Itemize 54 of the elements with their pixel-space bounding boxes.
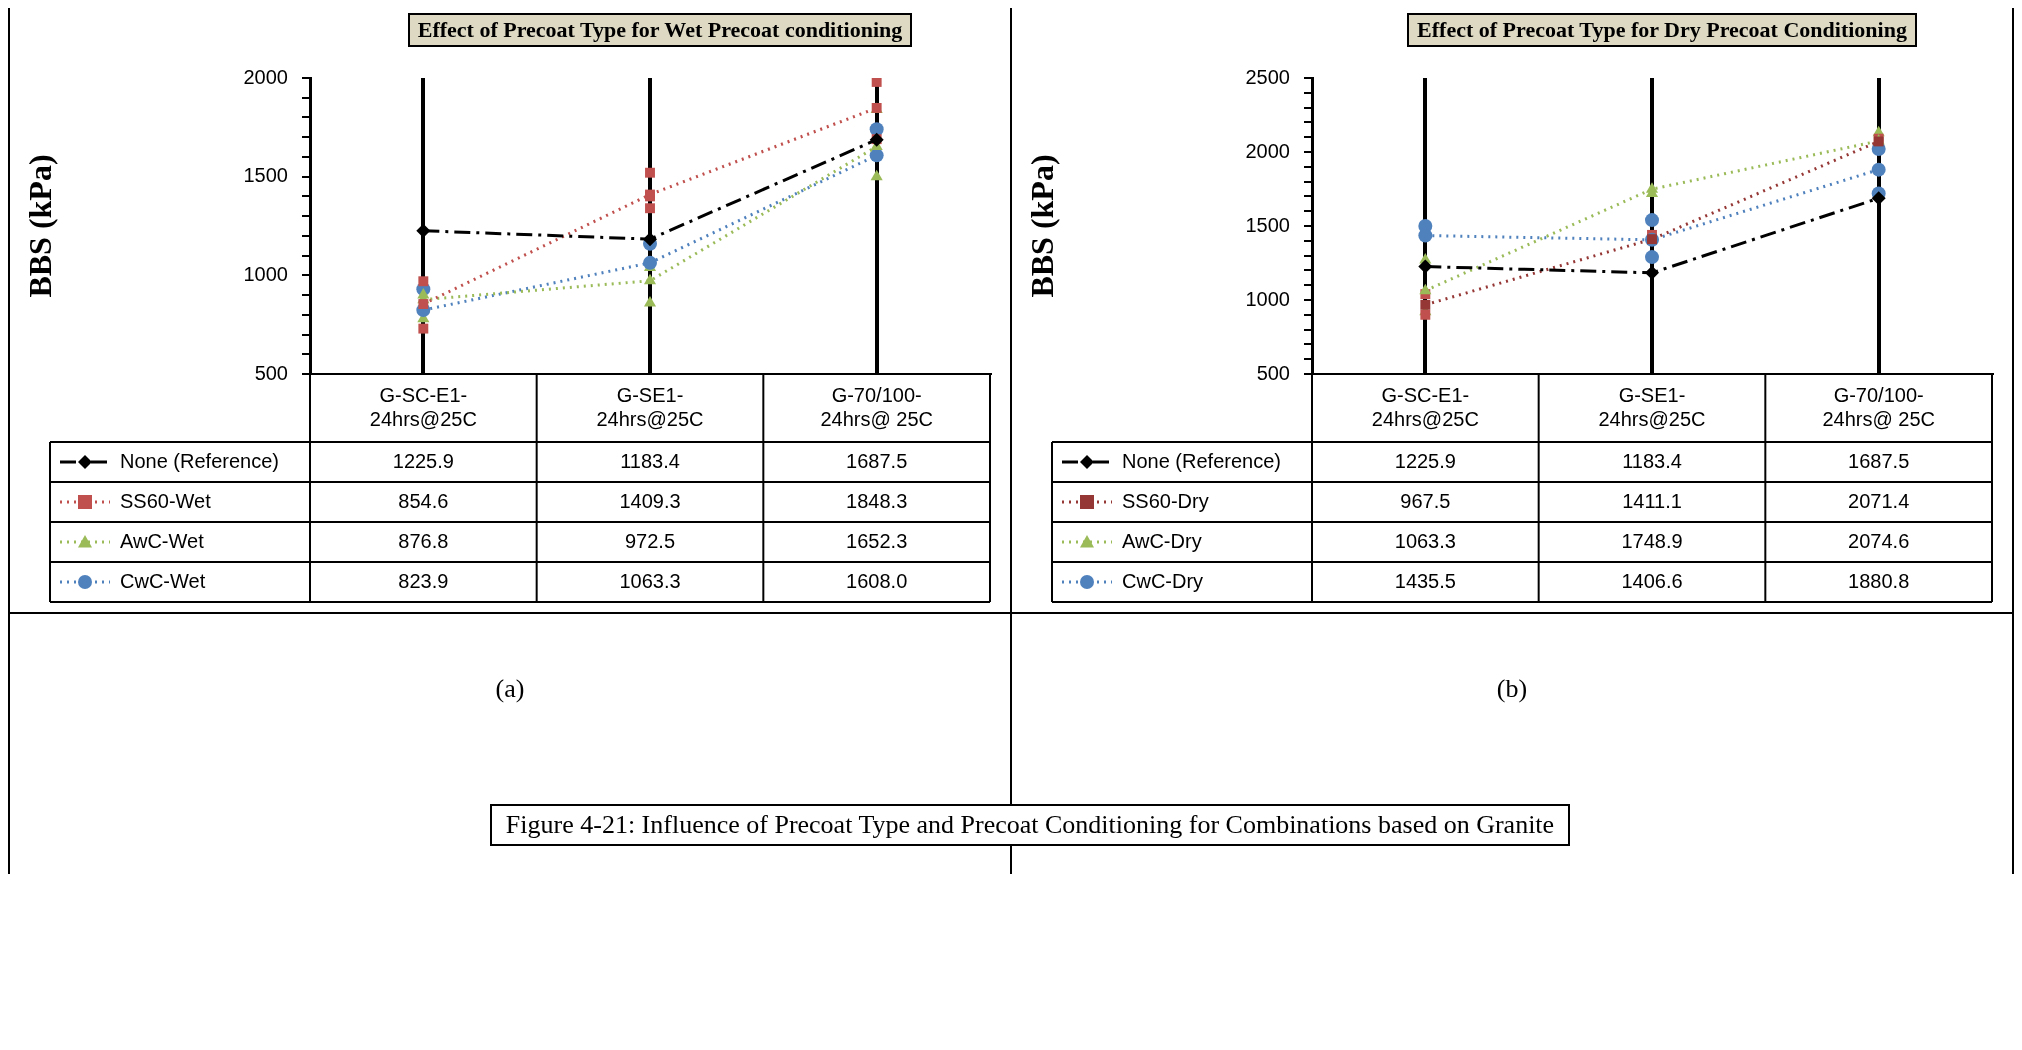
data-label: 1608.0	[846, 569, 908, 592]
legend-label: None (Reference)	[1122, 449, 1281, 472]
data-label: 1225.9	[1394, 449, 1456, 472]
y-tick-label: 2000	[1245, 139, 1290, 162]
data-label: 1435.5	[1394, 569, 1456, 592]
data-label: 1183.4	[620, 449, 680, 472]
data-label: 967.5	[1400, 489, 1451, 512]
legend-label: SS60-Wet	[120, 489, 212, 512]
data-label: 1880.8	[1848, 569, 1910, 592]
legend-label: CwC-Wet	[120, 569, 206, 592]
y-tick-label: 2500	[1245, 65, 1290, 88]
x-tick-label: G-SE1-24hrs@25C	[1598, 383, 1706, 430]
legend-label: CwC-Dry	[1122, 569, 1204, 592]
data-label: 1848.3	[846, 489, 908, 512]
x-tick-label: G-SC-E1-24hrs@25C	[1371, 383, 1479, 430]
y-tick-label: 1000	[1245, 287, 1290, 310]
legend-label: None (Reference)	[120, 449, 279, 472]
y-tick-label: 1500	[243, 164, 288, 187]
data-label: 2071.4	[1848, 489, 1910, 512]
data-label: 2074.6	[1848, 529, 1910, 552]
data-label: 972.5	[624, 529, 676, 552]
legend-label: AwC-Wet	[120, 529, 205, 552]
data-label: 854.6	[398, 489, 449, 512]
y-tick-label: 1500	[1245, 213, 1290, 236]
data-label: 1687.5	[1848, 449, 1910, 472]
x-tick-label: G-70/100-24hrs@ 25C	[1822, 383, 1935, 430]
data-label: 1406.6	[1621, 569, 1683, 592]
data-label: 1183.4	[1622, 449, 1682, 472]
chart-title: Effect of Precoat Type for Dry Precoat Conditioning	[1407, 13, 1917, 47]
x-tick-label: G-SE1-24hrs@25C	[596, 383, 704, 430]
x-tick-label: G-70/100-24hrs@ 25C	[820, 383, 933, 430]
data-label: 1748.9	[1621, 529, 1683, 552]
data-label: 1063.3	[1394, 529, 1456, 552]
x-tick-label: G-SC-E1-24hrs@25C	[369, 383, 477, 430]
chart-title: Effect of Precoat Type for Wet Precoat conditioning	[407, 13, 913, 47]
data-label: 1687.5	[846, 449, 908, 472]
y-tick-label: 500	[1256, 361, 1290, 384]
y-tick-label: 1000	[243, 262, 288, 285]
data-label: 876.8	[398, 529, 449, 552]
data-label: 1652.3	[846, 529, 908, 552]
y-tick-label: 500	[254, 361, 288, 384]
caption: Figure 4-21: Influence of Precoat Type and Precoat Conditioning for Combinations based on Granite	[490, 804, 1570, 846]
legend-label: SS60-Dry	[1122, 489, 1209, 512]
text: (a)	[494, 674, 526, 704]
legend-label: AwC-Dry	[1122, 529, 1202, 552]
data-label: 1411.1	[1622, 489, 1682, 512]
y-axis-title: BBS (kPa)	[22, 154, 59, 298]
y-axis-title: BBS (kPa)	[1024, 154, 1061, 298]
data-label: 1409.3	[619, 489, 681, 512]
y-tick-label: 2000	[243, 65, 288, 88]
data-label: 1063.3	[619, 569, 681, 592]
text: (b)	[1495, 674, 1529, 704]
data-label: 823.9	[398, 569, 449, 592]
data-label: 1225.9	[392, 449, 454, 472]
